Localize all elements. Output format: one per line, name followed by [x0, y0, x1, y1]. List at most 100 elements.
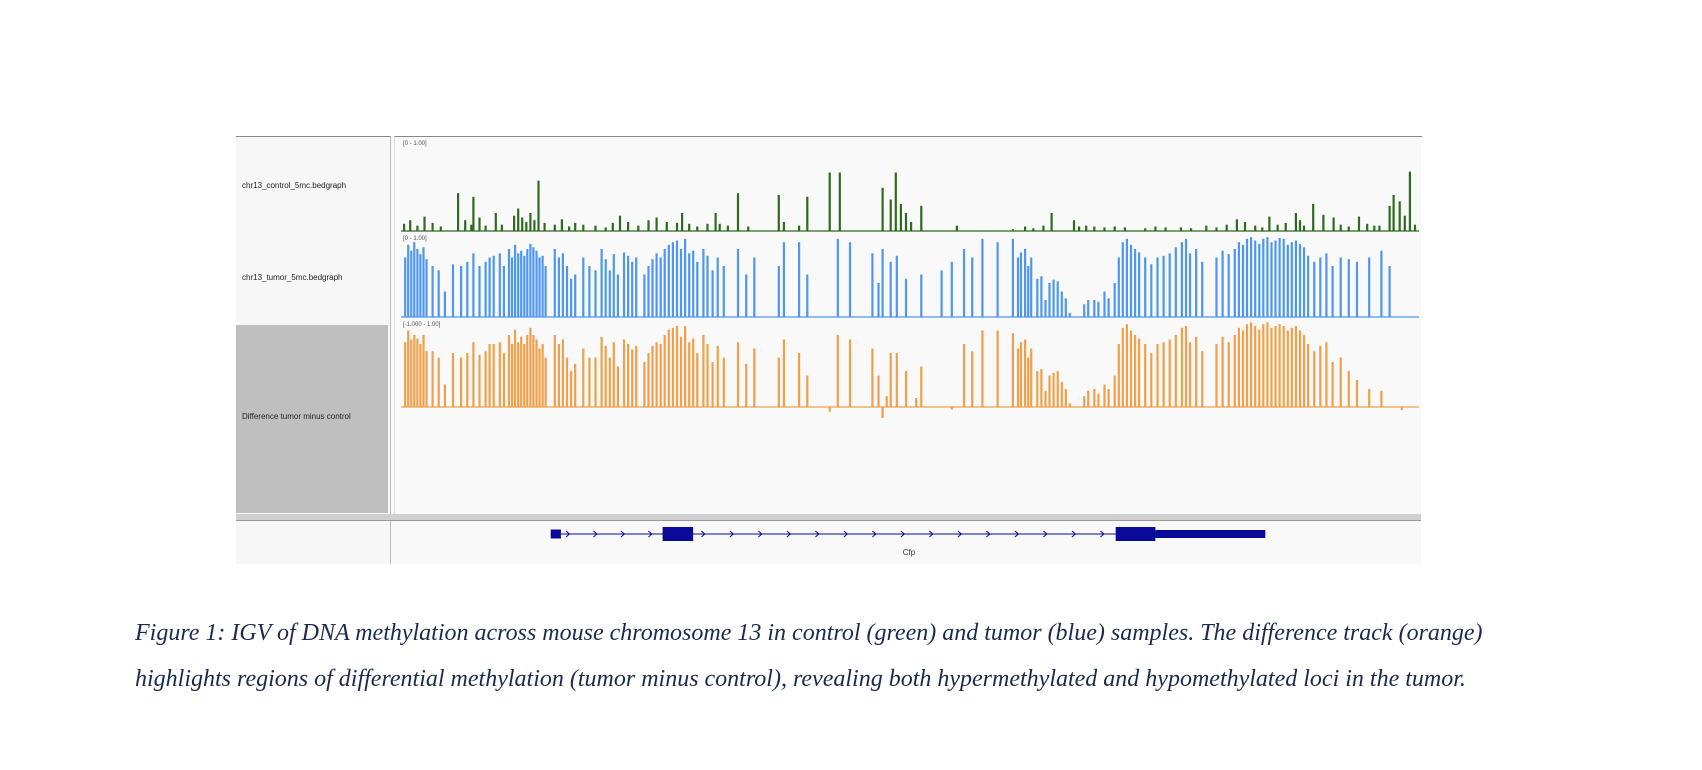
data-bar: [1117, 344, 1120, 407]
data-bar: [608, 357, 611, 407]
strand-arrow: [786, 530, 792, 538]
data-bar: [574, 274, 577, 317]
strand-arrow: [872, 530, 877, 538]
data-bar: [706, 344, 709, 407]
data-bar: [1180, 242, 1183, 317]
data-bar: [1302, 225, 1306, 231]
data-bar: [1268, 216, 1271, 231]
data-bar: [608, 270, 611, 318]
data-bar: [895, 353, 898, 407]
data-bar: [1048, 283, 1051, 317]
data-bar: [1056, 371, 1059, 407]
data-bar: [1266, 322, 1269, 407]
track-name-control[interactable]: chr13_control_5mc.bedgraph: [242, 181, 347, 190]
data-bar: [413, 335, 416, 407]
data-bar: [1040, 369, 1043, 407]
data-bar: [651, 345, 654, 407]
data-bar: [920, 205, 923, 231]
data-bar: [1134, 249, 1137, 317]
data-bar: [904, 278, 908, 318]
data-bar: [1331, 266, 1334, 317]
data-range-label: [0 - 1.00]: [403, 141, 427, 147]
data-bar: [431, 222, 434, 231]
data-bar: [1241, 244, 1245, 318]
data-bar: [1093, 300, 1096, 317]
data-bar: [1294, 326, 1297, 407]
data-bar: [745, 363, 748, 407]
panel-divider[interactable]: [236, 514, 1421, 521]
data-bar: [877, 283, 880, 317]
data-bar: [1011, 333, 1014, 407]
data-bar: [537, 180, 540, 231]
data-bar: [1403, 215, 1406, 231]
data-bar: [828, 407, 831, 412]
data-bar: [470, 224, 473, 231]
track-name-tumor[interactable]: chr13_tumor_5mc.bedgraph: [242, 273, 343, 282]
data-bar: [517, 208, 520, 231]
data-bar: [1408, 171, 1411, 231]
data-bar: [671, 327, 674, 407]
data-bar: [1233, 335, 1236, 407]
data-bar: [416, 225, 419, 231]
data-bar: [1278, 238, 1281, 317]
data-bar: [981, 330, 984, 407]
data-bar: [836, 238, 839, 317]
data-bar: [1205, 225, 1208, 231]
data-bar: [523, 344, 526, 407]
data-bar: [1040, 276, 1043, 317]
data-bar: [1276, 224, 1279, 231]
data-bar: [1011, 238, 1014, 317]
data-bar: [782, 222, 785, 231]
data-bar: [971, 257, 974, 317]
strand-arrow: [565, 530, 571, 538]
data-bar: [1129, 330, 1133, 407]
data-bar: [1355, 380, 1359, 407]
data-bar: [492, 344, 495, 407]
data-bar: [1221, 336, 1224, 407]
data-bar: [565, 357, 569, 407]
data-bar: [1282, 238, 1285, 317]
data-bar: [663, 335, 666, 407]
strand-arrow: [729, 530, 735, 538]
data-bar: [651, 259, 654, 317]
data-bar: [1331, 362, 1334, 407]
data-bar: [404, 257, 407, 317]
data-bar: [1078, 226, 1081, 231]
data-bar: [494, 213, 497, 231]
data-bar: [889, 353, 892, 407]
data-bar: [1233, 249, 1236, 317]
data-bar: [544, 357, 547, 407]
data-bar: [582, 257, 585, 317]
data-bar: [1156, 344, 1159, 407]
data-bar: [806, 375, 809, 407]
data-bar: [706, 255, 709, 317]
data-bar: [488, 257, 491, 317]
data-bar: [407, 330, 410, 407]
data-bar: [604, 259, 607, 317]
data-bar: [1270, 242, 1273, 317]
gene-name-label[interactable]: Cfp: [903, 548, 916, 557]
data-bar: [532, 335, 535, 407]
gene-exon: [1115, 527, 1156, 541]
data-bar: [1056, 281, 1059, 317]
data-bar: [1150, 353, 1153, 407]
data-bar: [1144, 257, 1147, 317]
data-bar: [594, 270, 597, 318]
data-bar: [848, 242, 852, 317]
data-bar: [688, 253, 691, 318]
data-bar: [1215, 344, 1218, 407]
data-bar: [1044, 300, 1047, 317]
data-bar: [667, 329, 670, 407]
data-bar: [1290, 242, 1293, 317]
data-bar: [1274, 240, 1277, 317]
data-bar: [1319, 257, 1322, 317]
strand-arrow: [758, 530, 763, 538]
track-name-difference[interactable]: Difference tumor minus control: [242, 412, 351, 421]
data-bar: [419, 344, 422, 407]
data-bar: [1294, 213, 1297, 231]
data-bar: [1227, 342, 1230, 407]
data-bar: [451, 264, 455, 317]
track-1: [0 - 1.00]: [401, 236, 1419, 318]
data-bar: [423, 216, 426, 231]
data-bar: [777, 357, 780, 407]
